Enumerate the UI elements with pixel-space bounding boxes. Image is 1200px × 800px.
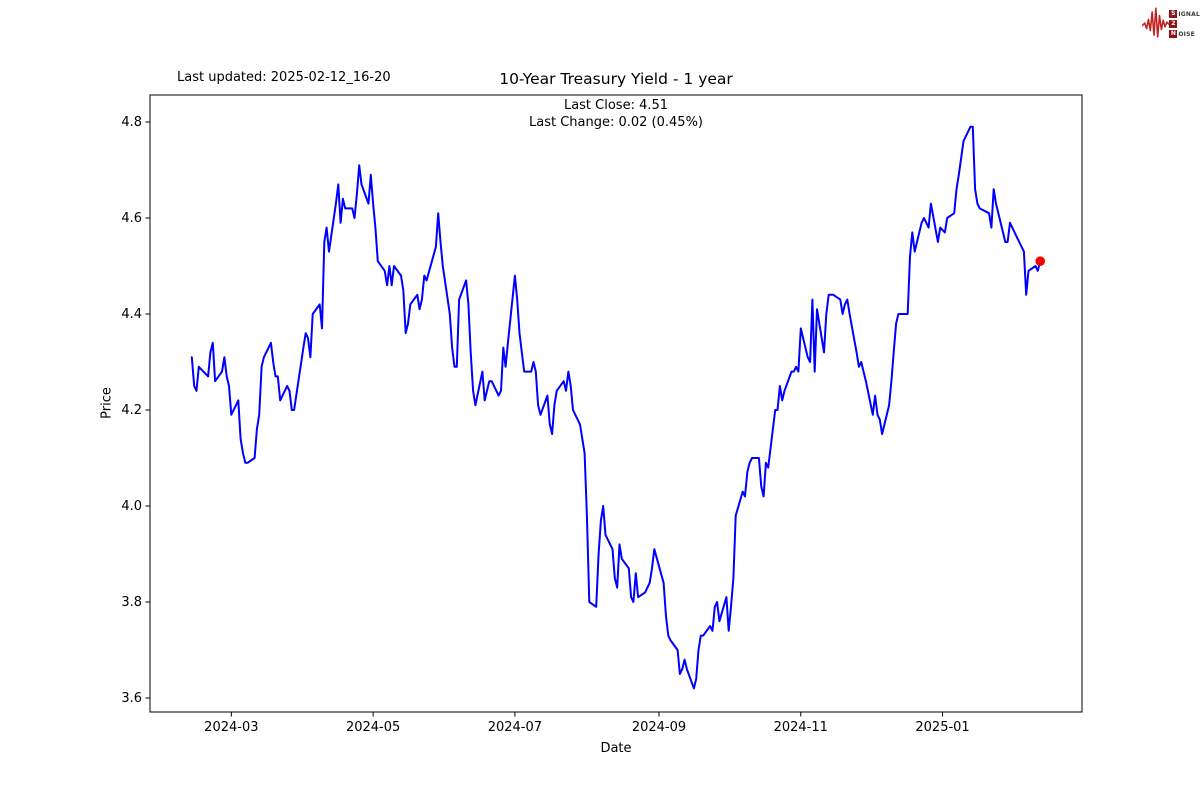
brand-logo-text: S IGNAL 2 N OISE: [1169, 10, 1200, 38]
x-tick-label: 2024-09: [631, 720, 687, 735]
logo-row-signal: S IGNAL: [1169, 10, 1200, 18]
x-tick-label: 2024-05: [345, 720, 401, 735]
last-change-annotation: Last Change: 0.02 (0.45%): [528, 115, 703, 130]
y-tick-label: 3.6: [121, 690, 142, 706]
y-tick-label: 4.2: [121, 402, 142, 418]
x-axis-title: Date: [600, 741, 632, 756]
x-tick-label: 2024-11: [773, 720, 828, 735]
y-tick-label: 4.0: [121, 498, 142, 514]
x-tick-label: 2024-07: [487, 720, 543, 735]
logo-row-noise: N OISE: [1169, 30, 1195, 38]
last-updated-text: Last updated: 2025-02-12_16-20: [177, 70, 391, 85]
last-close-annotation: Last Close: 4.51: [563, 98, 669, 113]
price-line: [190, 125, 1042, 690]
y-tick-label: 3.8: [121, 594, 142, 610]
x-tick-label: 2024-03: [204, 720, 259, 735]
plot-border: [149, 94, 1083, 713]
y-axis-ticks: [145, 121, 150, 699]
chart-title: 10-Year Treasury Yield - 1 year: [499, 70, 733, 88]
y-tick-label: 4.4: [121, 306, 142, 322]
last-price-marker: [1035, 256, 1045, 267]
logo-row-2: 2: [1169, 20, 1200, 28]
x-tick-label: 2025-01: [915, 720, 970, 735]
brand-logo: S IGNAL 2 N OISE: [1142, 3, 1200, 45]
y-tick-label: 4.6: [121, 210, 142, 226]
logo-letterbox-s: S: [1169, 10, 1178, 18]
logo-letterbox-n: N: [1169, 30, 1178, 38]
y-tick-label: 4.8: [121, 114, 142, 130]
x-axis-ticks: [230, 712, 944, 717]
waveform-icon: [1142, 7, 1174, 38]
logo-letterbox-2: 2: [1169, 20, 1178, 28]
